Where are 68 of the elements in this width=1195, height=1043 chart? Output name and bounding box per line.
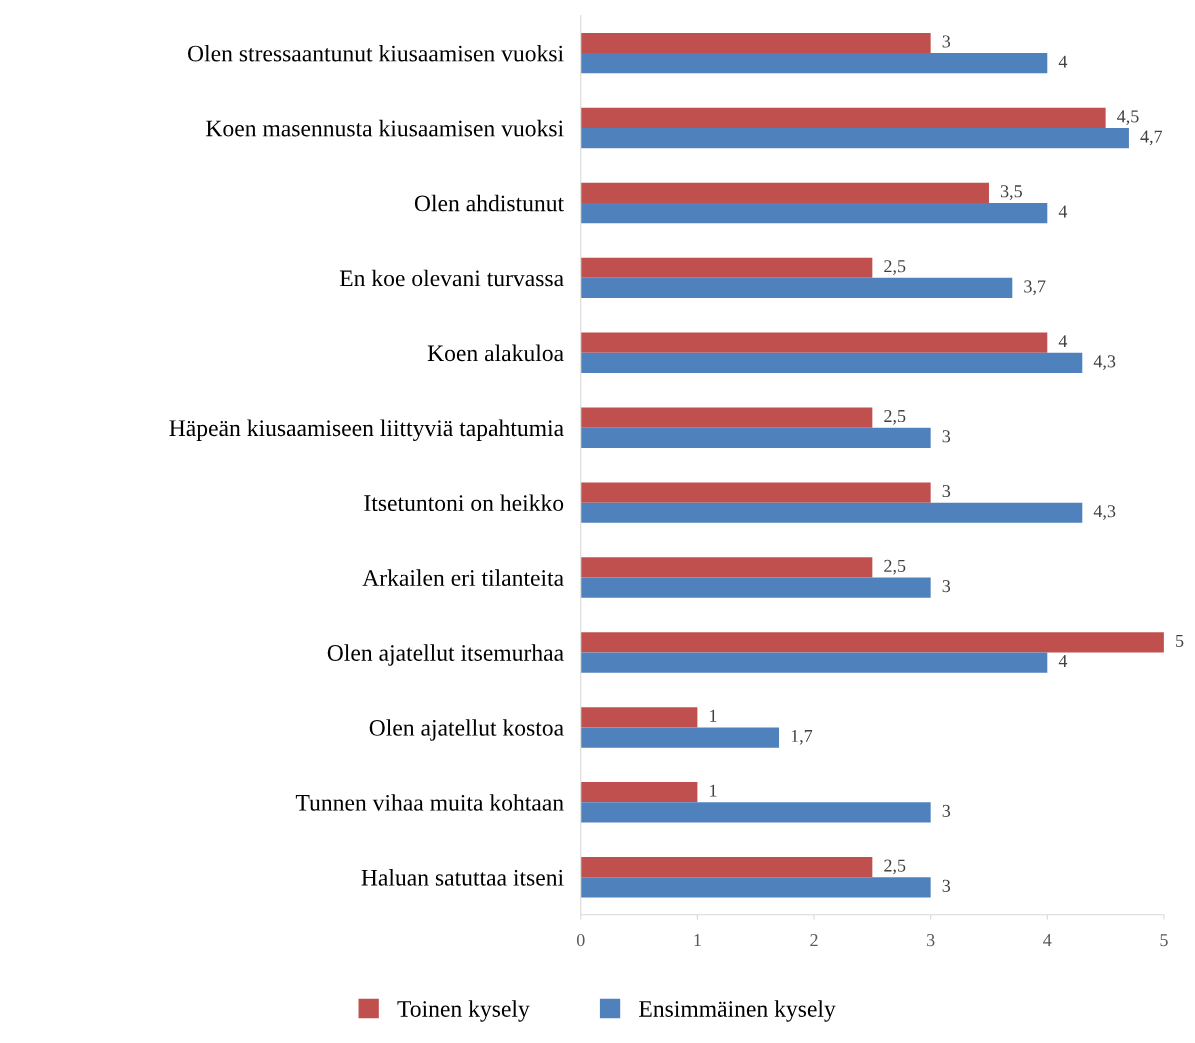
x-tick-label: 2 <box>810 934 818 946</box>
data-label: 2,5 <box>884 559 906 575</box>
bar <box>580 202 1048 224</box>
x-tick-label: 4 <box>1043 934 1052 946</box>
data-label: 3,7 <box>1024 280 1046 296</box>
data-label: 3 <box>942 430 951 443</box>
data-label: 1,7 <box>791 729 813 745</box>
data-label: 4 <box>1058 655 1068 667</box>
data-label: 3 <box>942 580 951 593</box>
data-label: 4 <box>1058 205 1068 218</box>
x-tick-label: 3 <box>927 934 935 947</box>
y-tick-label: Itsetuntoni on heikko <box>364 494 564 512</box>
bar <box>580 577 931 598</box>
y-tick-label: En koe olevani turvassa <box>339 269 564 287</box>
x-tick-label: 5 <box>1160 934 1168 947</box>
bar <box>580 257 873 278</box>
y-tick-label: Haluan satuttaa itseni <box>361 869 564 886</box>
bar <box>580 652 1048 673</box>
bar <box>580 182 989 203</box>
data-label: 3 <box>942 879 951 892</box>
bar <box>580 782 698 803</box>
bar <box>580 632 1164 653</box>
bar <box>580 352 1083 374</box>
y-tick-label: Koen alakuloa <box>427 344 564 362</box>
bar <box>580 857 873 878</box>
data-label: 5 <box>1176 634 1184 647</box>
data-label: 2,5 <box>884 409 906 425</box>
bar <box>580 727 780 748</box>
data-label: 4,7 <box>1140 130 1163 146</box>
data-label: 3 <box>942 484 951 498</box>
data-label: 4 <box>1058 335 1068 348</box>
data-label: 3 <box>942 35 951 48</box>
bar <box>580 502 1083 523</box>
bar <box>580 128 1129 149</box>
y-tick-label: Arkailen eri tilanteita <box>362 569 564 586</box>
bar <box>580 557 873 578</box>
bar <box>580 277 1013 299</box>
x-tick-label: 1 <box>694 934 701 946</box>
x-tick-label: 0 <box>576 933 585 947</box>
bar <box>580 482 931 503</box>
y-tick-label: Olen ahdistunut <box>414 194 564 212</box>
bar <box>580 427 931 448</box>
y-tick-label: Olen ajatellut itsemurhaa <box>327 644 564 666</box>
bar <box>580 877 931 898</box>
legend-label: Ensimmäinen kysely <box>639 1000 836 1022</box>
legend-label: Toinen kysely <box>397 1000 530 1022</box>
y-tick-label: Tunnen vihaa muita kohtaan <box>295 794 564 811</box>
bar <box>580 332 1048 353</box>
data-label: 4,3 <box>1093 355 1116 371</box>
y-tick-label: Häpeän kiusaamiseen liittyviä tapahtumia <box>169 419 564 441</box>
y-tick-label: Olen stressaantunut kiusaamisen vuoksi <box>188 44 564 62</box>
data-label: 1 <box>710 784 717 797</box>
data-label: 3 <box>942 804 951 817</box>
bar <box>580 32 931 54</box>
y-tick-label: Olen ajatellut kostoa <box>369 719 564 741</box>
data-label: 3,5 <box>1000 185 1022 200</box>
bar <box>580 107 1106 129</box>
bar <box>580 707 698 728</box>
bar <box>580 802 931 823</box>
data-label: 1 <box>710 709 717 722</box>
bar <box>580 407 873 428</box>
data-label: 4,3 <box>1093 505 1116 520</box>
bar <box>580 53 1048 74</box>
data-label: 4 <box>1058 55 1068 68</box>
data-label: 2,5 <box>884 260 906 275</box>
y-tick-label: Koen masennusta kiusaamisen vuoksi <box>206 119 564 137</box>
data-label: 4,5 <box>1117 110 1139 126</box>
data-label: 2,5 <box>884 859 906 875</box>
